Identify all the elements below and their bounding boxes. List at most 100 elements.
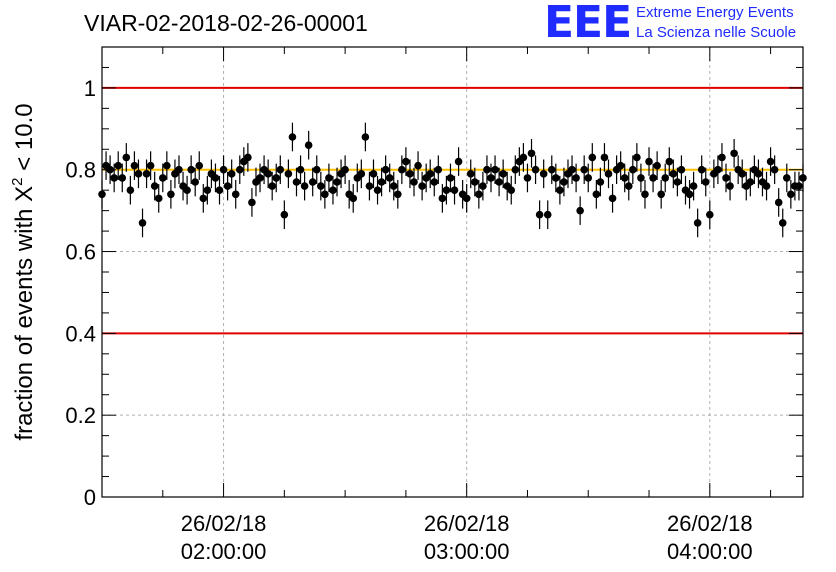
data-point: [754, 170, 763, 178]
data-point: [357, 170, 366, 178]
data-point: [385, 174, 394, 182]
y-tick-label: 0.8: [65, 158, 96, 183]
data-point: [645, 157, 653, 166]
data-point: [268, 182, 276, 190]
data-point: [738, 170, 747, 178]
data-point: [369, 170, 378, 178]
data-point: [349, 194, 358, 203]
x-tick-label-time: 03:00:00: [424, 539, 510, 564]
data-point: [572, 174, 580, 182]
data-point: [487, 174, 495, 182]
data-point: [604, 170, 613, 178]
data-point: [215, 186, 224, 194]
data-point: [568, 165, 576, 174]
data-point: [778, 219, 787, 227]
data-point: [693, 219, 702, 227]
data-point: [799, 174, 807, 182]
chart-title: VIAR-02-2018-02-26-00001: [84, 10, 368, 36]
data-point: [142, 170, 151, 178]
data-point: [154, 194, 163, 203]
data-point: [235, 165, 244, 174]
data-point: [673, 178, 682, 186]
eee-logo-line2: La Scienza nelle Scuole: [636, 24, 797, 41]
data-point: [373, 186, 382, 194]
data-point: [787, 190, 795, 199]
data-point: [183, 186, 191, 194]
data-point: [523, 174, 532, 182]
data-point: [138, 219, 147, 227]
data-point: [479, 182, 487, 190]
data-point: [649, 174, 657, 182]
data-point: [361, 133, 370, 141]
x-tick-label-date: 26/02/18: [181, 511, 267, 536]
data-point: [560, 178, 568, 186]
data-point: [223, 182, 232, 190]
y-tick-label: 0.6: [65, 240, 96, 265]
data-point: [167, 190, 175, 199]
data-point: [122, 153, 131, 162]
data-point: [556, 186, 564, 194]
data-point: [418, 182, 426, 190]
data-point: [300, 182, 309, 190]
data-point: [726, 182, 734, 190]
y-tick-label: 0.4: [65, 321, 96, 346]
data-point: [624, 182, 633, 190]
data-point: [653, 161, 661, 170]
x-tick-label-time: 02:00:00: [181, 539, 267, 564]
data-point: [114, 161, 123, 170]
data-point: [426, 170, 435, 178]
data-point: [106, 165, 114, 174]
data-point: [203, 186, 212, 194]
data-point: [616, 161, 625, 170]
data-point: [438, 194, 447, 203]
data-point: [661, 174, 670, 182]
data-point: [495, 178, 503, 186]
data-point: [430, 178, 439, 186]
data-point: [126, 186, 135, 194]
y-tick-label: 0: [84, 485, 96, 510]
data-point: [746, 178, 755, 186]
data-point: [280, 210, 289, 219]
data-point: [325, 174, 333, 182]
data-point: [507, 186, 516, 194]
data-point: [543, 210, 552, 219]
data-point: [770, 165, 779, 174]
data-point: [511, 165, 520, 174]
data-point: [592, 190, 601, 199]
data-point: [641, 190, 649, 199]
data-point: [580, 165, 588, 174]
data-point: [774, 198, 783, 207]
x-tick-label-date: 26/02/18: [667, 511, 753, 536]
data-point: [669, 170, 678, 178]
data-point: [292, 178, 301, 186]
data-point: [685, 190, 694, 199]
data-point: [118, 174, 127, 182]
data-point: [98, 190, 106, 199]
data-point: [304, 141, 313, 149]
plot-frame: [101, 46, 804, 498]
data-point: [584, 174, 593, 182]
data-point: [333, 178, 341, 186]
data-point: [312, 165, 321, 174]
data-point: [134, 170, 143, 178]
y-tick-label: 0.2: [65, 403, 96, 428]
data-point: [146, 161, 155, 170]
data-point: [288, 133, 297, 141]
data-point: [393, 190, 402, 199]
data-point: [782, 174, 791, 182]
data-point: [244, 153, 252, 162]
data-point: [539, 170, 548, 178]
data-point: [256, 174, 264, 182]
data-point: [377, 178, 386, 186]
data-point: [414, 161, 422, 170]
data-point: [434, 165, 443, 174]
data-point: [620, 174, 629, 182]
data-point: [547, 165, 556, 174]
data-point: [596, 178, 605, 186]
data-point: [158, 174, 167, 182]
data-point: [588, 153, 597, 162]
x-tick-label-date: 26/02/18: [424, 511, 510, 536]
data-point: [191, 178, 199, 186]
